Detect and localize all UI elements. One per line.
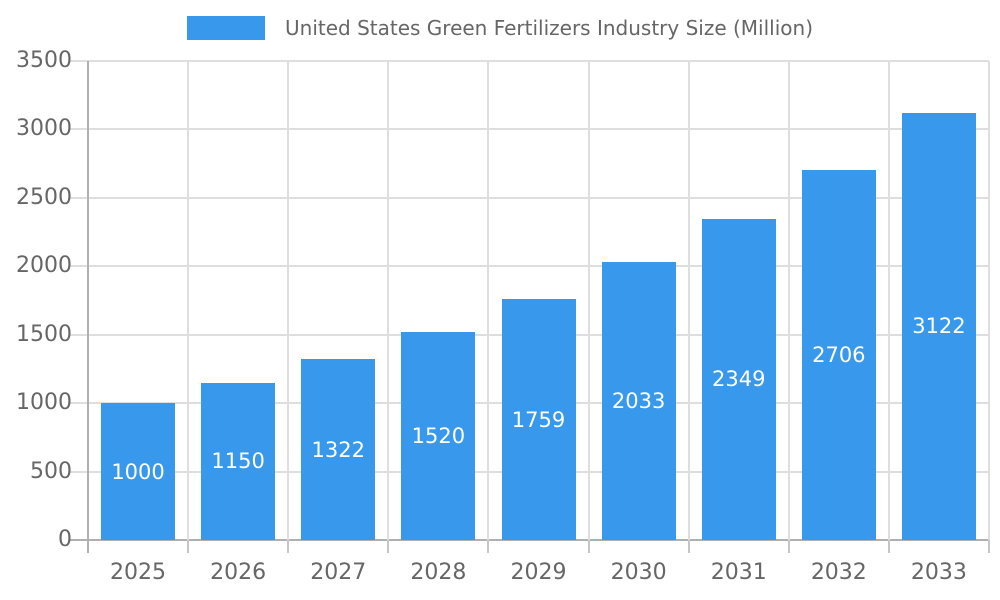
x-axis-tick — [387, 540, 390, 553]
chart-title[interactable]: United States Green Fertilizers Industry… — [285, 16, 813, 40]
bar-value-label: 2706 — [812, 342, 866, 367]
x-axis-tick-label: 2032 — [810, 560, 867, 585]
y-axis-tick-label: 1500 — [16, 321, 72, 347]
x-axis-tick-label: 2025 — [110, 560, 167, 585]
bar-value-label: 2033 — [611, 388, 666, 413]
y-axis-tick-label: 3500 — [16, 48, 72, 73]
x-axis-tick-label: 2028 — [410, 560, 467, 585]
x-axis-tick — [887, 540, 890, 553]
bar-2026[interactable] — [201, 382, 276, 540]
x-axis-tick — [687, 540, 690, 553]
bar-value-label: 1759 — [511, 407, 566, 432]
y-axis-tick-label: 1000 — [16, 390, 72, 416]
y-axis-tick-label: 3000 — [16, 116, 72, 142]
gridline-horizontal — [70, 128, 989, 131]
bar-value-label: 1322 — [311, 437, 365, 462]
bar-2028[interactable] — [401, 331, 476, 540]
x-axis-tick-label: 2027 — [310, 560, 367, 585]
x-axis-tick-label: 2026 — [210, 560, 267, 585]
gridline-vertical — [487, 61, 490, 540]
bar-value-label: 1000 — [111, 459, 165, 484]
x-axis-tick — [988, 540, 990, 553]
bar-2029[interactable] — [501, 299, 576, 540]
gridline-vertical — [187, 61, 190, 540]
y-axis-tick-label: 2500 — [16, 184, 72, 210]
bar-value-label: 1520 — [411, 423, 466, 448]
gridline-vertical — [988, 61, 990, 540]
gridline-horizontal — [70, 196, 989, 199]
x-axis-tick — [787, 540, 790, 553]
x-axis-baseline — [70, 539, 989, 541]
gridline-vertical — [887, 61, 890, 540]
bar-2025[interactable] — [101, 403, 176, 540]
y-axis-line — [87, 61, 89, 553]
x-axis-tick-label: 2030 — [610, 560, 667, 585]
y-axis-tick-label: 2000 — [16, 253, 72, 279]
gridline-vertical — [587, 61, 590, 540]
bar-2027[interactable] — [301, 359, 376, 540]
bar-2031[interactable] — [701, 218, 776, 540]
gridline-horizontal — [70, 60, 989, 62]
y-axis-tick-label: 0 — [58, 527, 72, 552]
legend-swatch[interactable] — [187, 16, 265, 40]
x-axis-tick-label: 2029 — [510, 560, 567, 585]
x-axis-tick — [487, 540, 490, 553]
x-axis-tick — [187, 540, 190, 553]
bar-2030[interactable] — [601, 261, 676, 540]
bar-value-label: 1150 — [211, 449, 265, 474]
bar-value-label: 3122 — [912, 314, 966, 339]
gridline-vertical — [687, 61, 690, 540]
gridline-vertical — [787, 61, 790, 540]
x-axis-tick-label: 2031 — [710, 560, 767, 585]
legend: United States Green Fertilizers Industry… — [0, 0, 1000, 56]
x-axis-tick — [287, 540, 290, 553]
y-axis-tick-label: 500 — [30, 458, 72, 484]
x-axis-tick — [587, 540, 590, 553]
gridline-vertical — [287, 61, 290, 540]
bar-value-label: 2349 — [711, 367, 766, 392]
gridline-vertical — [387, 61, 390, 540]
gridline-horizontal — [70, 265, 989, 268]
x-axis-tick-label: 2033 — [910, 560, 967, 585]
bar-2033[interactable] — [901, 112, 976, 540]
bar-2032[interactable] — [801, 169, 876, 540]
